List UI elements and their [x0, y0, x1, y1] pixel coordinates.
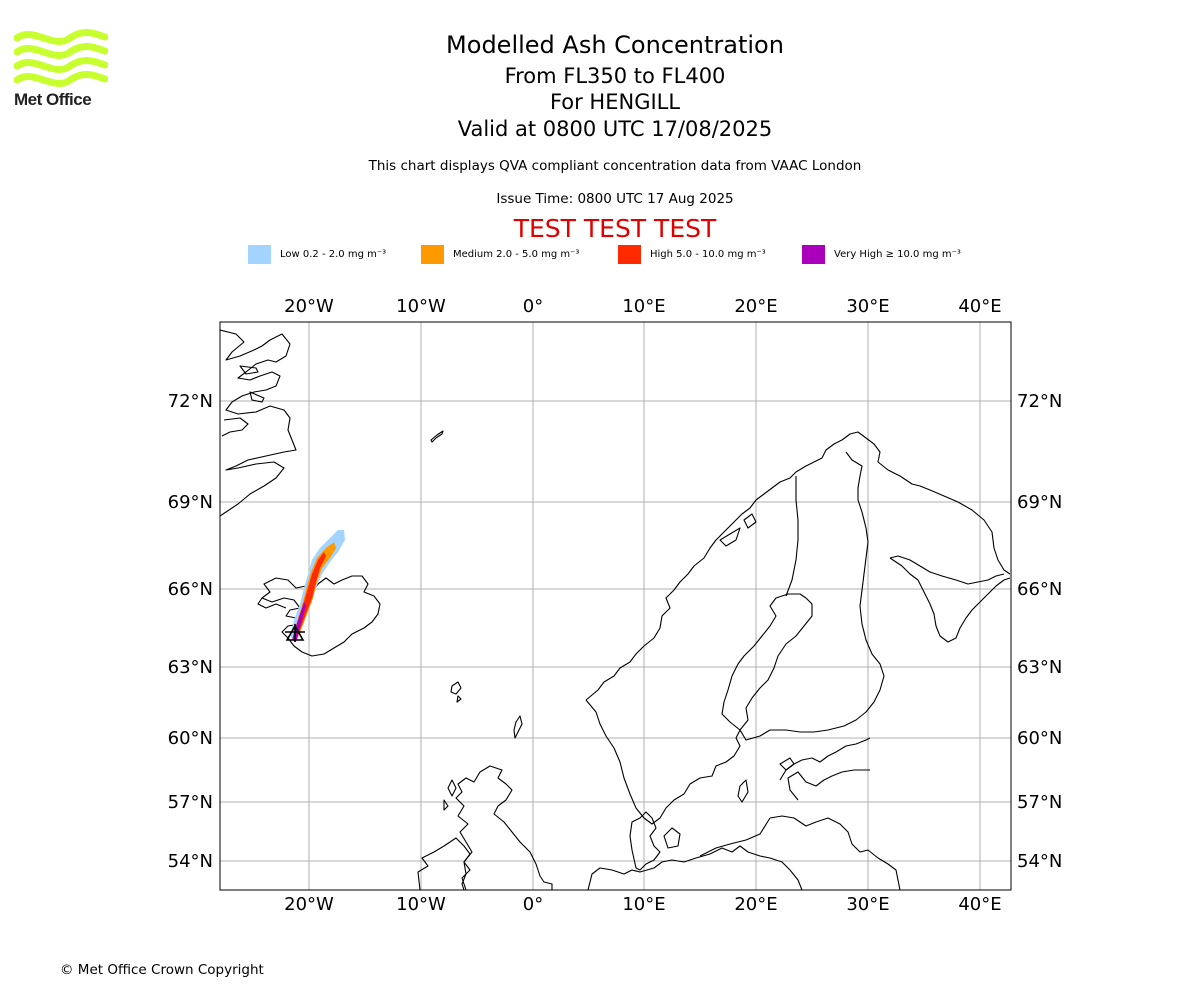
chart-title: Modelled Ash Concentration [446, 31, 784, 59]
lon-label-bottom: 20°E [734, 894, 777, 915]
legend-swatch-high [618, 244, 641, 264]
legend-label-low: Low 0.2 - 2.0 mg m⁻³ [280, 248, 387, 260]
lat-label-left: 57°N [168, 792, 213, 813]
flight-level-range: From FL350 to FL400 [504, 64, 726, 88]
lat-label-left: 63°N [168, 657, 213, 678]
lat-label-right: 60°N [1017, 728, 1062, 749]
gulf-of-bothnia-coast [785, 476, 799, 597]
gotland [737, 779, 749, 803]
coastlines [220, 329, 1011, 890]
lat-label-left: 69°N [168, 492, 213, 513]
legend-label-medium: Medium 2.0 - 5.0 mg m⁻³ [453, 248, 580, 260]
legend-item-high: High 5.0 - 10.0 mg m⁻³ [618, 244, 766, 264]
legend-swatch-very-high [802, 244, 825, 264]
lat-labels-right: 72°N 69°N 66°N 63°N 60°N 57°N 54°N [1017, 391, 1062, 872]
legend-swatch-low [248, 244, 271, 264]
legend-item-low: Low 0.2 - 2.0 mg m⁻³ [248, 244, 386, 264]
lon-labels-top: 20°W 10°W 0° 10°E 20°E 30°E 40°E [284, 296, 1001, 317]
lat-label-right: 69°N [1017, 492, 1062, 513]
volcano-name: For HENGILL [549, 90, 681, 114]
graticule [220, 322, 1011, 890]
norway-lofoten [719, 513, 757, 547]
issue-time: Issue Time: 0800 UTC 17 Aug 2025 [496, 191, 734, 207]
greenland-inlet [221, 417, 249, 437]
lon-label-top: 20°W [284, 296, 334, 317]
lat-label-left: 54°N [168, 851, 213, 872]
lat-label-right: 66°N [1017, 579, 1062, 600]
lat-label-left: 60°N [168, 728, 213, 749]
jan-mayen [430, 430, 444, 443]
met-office-logo: Met Office [13, 28, 109, 114]
legend-label-high: High 5.0 - 10.0 mg m⁻³ [650, 248, 766, 260]
lon-label-bottom: 20°W [284, 894, 334, 915]
kaliningrad-coast [769, 815, 901, 890]
lon-labels-bottom: 20°W 10°W 0° 10°E 20°E 30°E 40°E [284, 894, 1001, 915]
baltic-states-coast [779, 737, 871, 801]
legend-swatch-medium [421, 244, 444, 264]
great-britain-coast [455, 765, 553, 890]
map-frame [219, 321, 1012, 891]
logo-wave-icon [13, 28, 109, 87]
greenland-inlet-2 [249, 391, 265, 403]
lat-label-right: 72°N [1017, 391, 1062, 412]
lon-label-top: 0° [523, 296, 543, 317]
lon-label-top: 40°E [958, 296, 1001, 317]
lon-label-bottom: 10°E [622, 894, 665, 915]
greenland-coast [220, 329, 297, 517]
ash-plume [290, 530, 345, 642]
saaremaa [779, 757, 795, 771]
iceland-coast [261, 575, 381, 657]
lon-label-bottom: 0° [523, 894, 543, 915]
kola-peninsula [889, 555, 1005, 585]
compliance-note: This chart displays QVA compliant concen… [368, 158, 862, 174]
poland-border [699, 817, 771, 857]
lat-label-right: 54°N [1017, 851, 1062, 872]
lon-label-top: 10°E [622, 296, 665, 317]
copyright-notice: © Met Office Crown Copyright [60, 962, 264, 978]
lon-label-bottom: 40°E [958, 894, 1001, 915]
legend-item-medium: Medium 2.0 - 5.0 mg m⁻³ [421, 244, 579, 264]
lon-label-bottom: 10°W [396, 894, 446, 915]
lon-label-top: 10°W [396, 296, 446, 317]
shetland [513, 715, 523, 739]
denmark-coast [629, 811, 661, 871]
test-banner: TEST TEST TEST [513, 214, 717, 243]
valid-time: Valid at 0800 UTC 17/08/2025 [457, 117, 773, 141]
lat-label-left: 72°N [168, 391, 213, 412]
iceland-westfjords [257, 597, 287, 609]
greenland-inlet-3 [239, 365, 259, 375]
zealand [663, 827, 681, 849]
hebrides [443, 779, 457, 811]
lon-label-top: 30°E [846, 296, 889, 317]
ireland-coast [417, 837, 471, 890]
lat-labels-left: 72°N 69°N 66°N 63°N 60°N 57°N 54°N [168, 391, 213, 872]
lat-label-right: 57°N [1017, 792, 1062, 813]
scandinavia-coast [585, 431, 1011, 890]
legend-label-very-high: Very High ≥ 10.0 mg m⁻³ [834, 248, 961, 260]
lon-label-top: 20°E [734, 296, 777, 317]
lat-label-left: 66°N [168, 579, 213, 600]
lat-label-right: 63°N [1017, 657, 1062, 678]
white-sea-coast [889, 557, 1011, 643]
legend-item-very-high: Very High ≥ 10.0 mg m⁻³ [802, 244, 961, 264]
lon-label-bottom: 30°E [846, 894, 889, 915]
volcano-marker-icon [285, 624, 305, 642]
logo-text: Met Office [14, 90, 92, 109]
faroe-islands [450, 681, 462, 703]
